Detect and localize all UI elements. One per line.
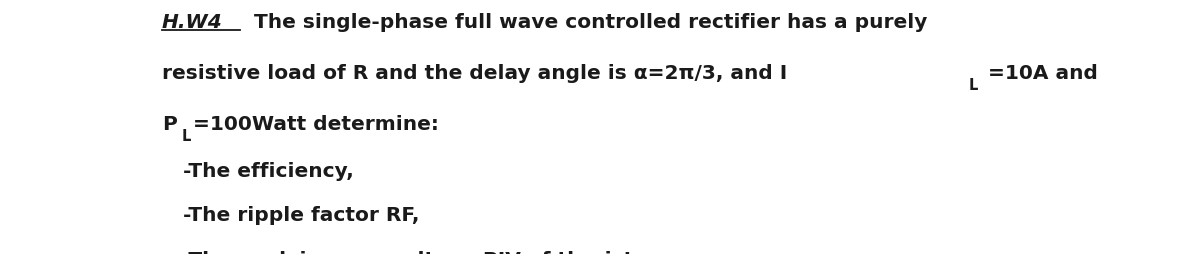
Text: -The ripple factor RF,: -The ripple factor RF, [162, 206, 419, 225]
Text: -The peak inverse voltage PIV of thyristor: -The peak inverse voltage PIV of thyrist… [162, 250, 658, 254]
Text: =10A and: =10A and [980, 64, 1098, 83]
Text: H.W4: H.W4 [162, 13, 223, 32]
Text: -The efficiency,: -The efficiency, [162, 162, 354, 181]
Text: P: P [162, 115, 176, 134]
Text: resistive load of R and the delay angle is α=2π/3, and I: resistive load of R and the delay angle … [162, 64, 787, 83]
Text: The single-phase full wave controlled rectifier has a purely: The single-phase full wave controlled re… [240, 13, 928, 32]
Text: L: L [968, 78, 978, 93]
Text: L: L [181, 129, 191, 144]
Text: =100Watt determine:: =100Watt determine: [193, 115, 439, 134]
